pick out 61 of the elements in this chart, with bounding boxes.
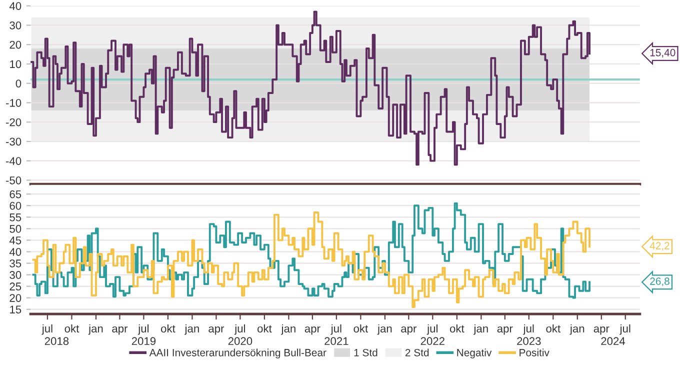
x-tick-label: apr [208,326,224,335]
x-tick-label: jan [570,324,584,335]
x-tick-label: jul [426,324,438,335]
y-tick-label: 40 [9,2,22,10]
y-tick-label: 20 [10,40,22,49]
y-tick-label: -40 [6,157,22,165]
x-tick-label: apr [304,326,320,335]
x-tick-label: apr [401,326,417,335]
x-tick-label: jul [523,324,534,335]
x-tick-label: jan [377,324,392,335]
legend-label: 2 Std [405,348,429,356]
x-tick-label: jul [138,324,149,335]
y-tick-label: 60 [10,202,22,210]
x-tick-label: jan [473,324,488,335]
x2-tick-label: 2023 [517,337,541,346]
x-tick-label: okt [450,324,464,333]
x-tick-label: jan [281,324,296,335]
y-tick-label: 30 [10,271,22,279]
x2-tick-label: 2019 [132,337,156,346]
x2-tick-label: 2024 [601,337,626,346]
x2-tick-label: 2018 [44,337,69,346]
text: 42,2 [650,242,670,251]
y-tick-label: -50 [6,176,22,184]
y-tick-label: 20 [10,294,22,302]
x-tick-label: jul [620,324,630,335]
y-tick-label: 35 [10,260,22,268]
x-tick-label: jul [42,324,52,335]
x-tick-label: jul [330,324,342,335]
x-tick-label: okt [161,324,176,333]
y-tick-label: 10 [10,60,22,68]
legend-label: Negativ [457,348,492,358]
y-tick-label: 0 [16,80,22,88]
legend-label: Positiv [520,348,550,356]
x2-tick-label: 2022 [420,337,444,346]
x-tick-label: apr [497,326,513,335]
legend-label: 1 Std [354,348,378,356]
y-tick-label: -30 [6,138,22,146]
x-tick-label: okt [354,324,368,333]
x-tick-label: okt [64,324,80,333]
y-tick-label: 30 [10,21,22,30]
y-tick-label: -10 [6,98,22,107]
y-tick-label: 15 [10,306,22,314]
x-tick-label: jan [184,324,199,335]
y-tick-label: 55 [10,214,22,222]
x-tick-label: apr [594,326,610,335]
x2-tick-label: 2020 [228,337,252,346]
x-tick-label: okt [258,324,272,333]
legend-label: AAII Investerarundersökning Bull-Bear [149,348,326,358]
x2-tick-label: 2021 [324,337,348,346]
y-tick-label: 25 [10,282,22,290]
text: 26,8 [650,278,670,286]
y-tick-label: -20 [6,118,22,126]
x-tick-label: okt [546,324,560,333]
y-tick-label: 40 [9,248,22,256]
x-tick-label: jul [234,324,246,335]
y-tick-label: 50 [10,224,22,233]
x-tick-label: jan [88,324,103,335]
text: 15,40 [650,48,676,58]
y-tick-label: 65 [10,190,22,198]
y-tick-label: 45 [9,236,22,244]
x-tick-label: apr [112,326,128,335]
